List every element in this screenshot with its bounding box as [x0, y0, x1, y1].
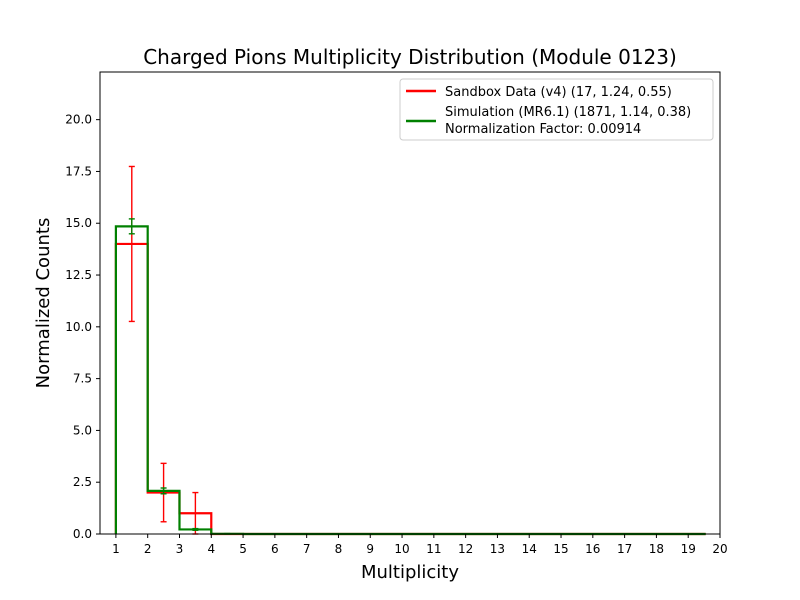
y-tick-label: 12.5 [65, 268, 92, 282]
y-tick-label: 2.5 [73, 475, 92, 489]
plot-area [114, 165, 706, 536]
x-tick-label: 8 [335, 542, 343, 556]
y-tick-label: 10.0 [65, 320, 92, 334]
legend-box [399, 78, 714, 141]
x-tick-label: 11 [426, 542, 441, 556]
x-tick-label: 5 [239, 542, 247, 556]
x-tick-label: 15 [553, 542, 568, 556]
axes: 1 2 3 4 5 6 7 8 9 10 11 12 13 14 15 16 17 18 19 200.02.55.0… [65, 71, 728, 556]
x-tick-label: 16 [585, 542, 600, 556]
x-tick-label: 9 [366, 542, 374, 556]
legend-label-simulation: Simulation (MR6.1) (1871, 1.14, 0.38) [445, 105, 691, 120]
x-tick-label: 20 [712, 542, 727, 556]
x-tick-label: 2 [144, 542, 152, 556]
x-tick-label: 17 [617, 542, 632, 556]
x-tick-label: 19 [681, 542, 696, 556]
y-tick-label: 0.0 [73, 527, 92, 541]
x-tick-label: 10 [394, 542, 409, 556]
legend: Sandbox Data (v4) (17, 1.24, 0.55) Simul… [399, 78, 714, 141]
legend-label-normalization: Normalization Factor: 0.00914 [445, 122, 641, 137]
chart-title: Charged Pions Multiplicity Distribution … [143, 45, 677, 69]
x-tick-label: 12 [458, 542, 473, 556]
y-axis-label: Normalized Counts [33, 218, 54, 389]
x-tick-label: 3 [176, 542, 184, 556]
plot-frame [99, 71, 721, 535]
x-tick-label: 7 [303, 542, 311, 556]
x-tick-label: 14 [522, 542, 537, 556]
y-tick-label: 17.5 [65, 164, 92, 178]
simulation-step-line [114, 225, 706, 536]
x-axis-label: Multiplicity [361, 562, 459, 583]
x-tick-label: 6 [271, 542, 279, 556]
y-tick-label: 7.5 [73, 372, 92, 386]
x-tick-label: 18 [649, 542, 664, 556]
x-tick-label: 1 [112, 542, 120, 556]
x-tick-label: 13 [490, 542, 505, 556]
y-tick-label: 15.0 [65, 216, 92, 230]
y-tick-label: 20.0 [65, 113, 92, 127]
legend-label-sandbox: Sandbox Data (v4) (17, 1.24, 0.55) [445, 85, 672, 100]
y-tick-label: 5.0 [73, 423, 92, 437]
x-tick-label: 4 [207, 542, 215, 556]
sandbox-step-line [114, 242, 706, 536]
